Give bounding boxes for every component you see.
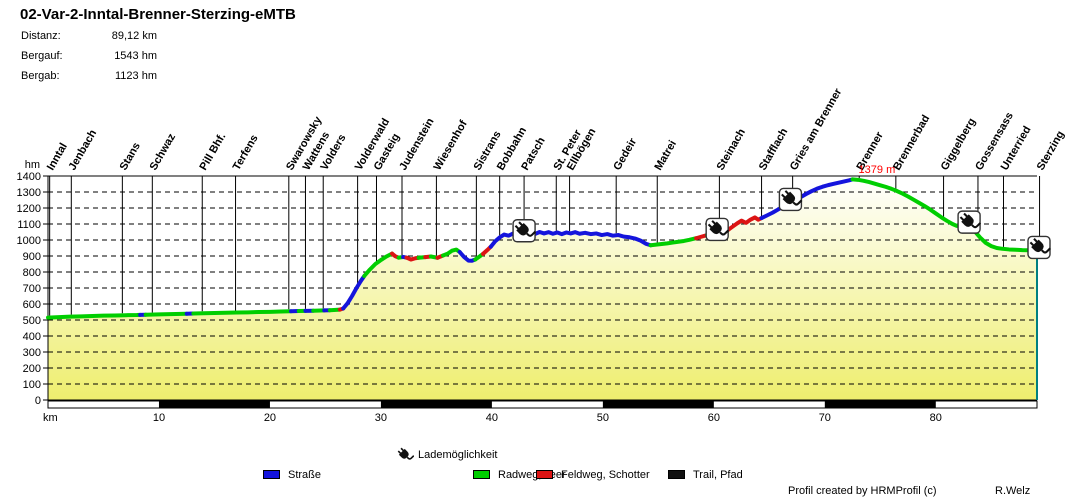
y-tick-label: 800 xyxy=(23,267,41,279)
y-tick-label: 1300 xyxy=(17,187,41,199)
place-label: Brennerbad xyxy=(891,113,932,172)
y-tick-label: 700 xyxy=(23,283,41,295)
stat-distance-label: Distanz: xyxy=(21,30,61,42)
place-label: Gedeir xyxy=(611,136,639,173)
legend-gravel-label: Feldweg, Schotter xyxy=(561,468,650,481)
place-label: Stans xyxy=(118,141,143,173)
x-tick-label: 30 xyxy=(375,412,387,424)
gravel-color-swatch xyxy=(536,470,553,479)
footer-credit: Profil created by HRMProfil (c) xyxy=(788,485,937,497)
y-tick-label: 1000 xyxy=(17,235,41,247)
bikepath-color-swatch xyxy=(473,470,490,479)
profile-segment-road xyxy=(457,250,478,263)
legend-item-gravel: Feldweg, Schotter xyxy=(536,468,650,481)
y-tick-label: 100 xyxy=(23,379,41,391)
x-axis-unit: km xyxy=(43,412,58,424)
elevation-profile-chart: 0 100 200 300 400 500 600 700 800 900 1000 1100 1200… xyxy=(17,86,1067,424)
charging-icon xyxy=(1027,234,1052,260)
stat-descent-label: Bergab: xyxy=(21,70,60,82)
stat-ascent-value: 1543 hm xyxy=(114,50,157,62)
place-label: Jenbach xyxy=(67,128,100,173)
x-tick-label: 60 xyxy=(708,412,720,424)
place-label: Terfens xyxy=(231,133,261,173)
x-tick-label: 10 xyxy=(153,412,165,424)
profile-segment-road xyxy=(759,177,855,221)
charging-icon xyxy=(957,209,982,234)
legend-charging-label: Lademöglichkeit xyxy=(418,449,498,461)
place-label: Giggelberg xyxy=(939,116,978,172)
x-tick-label: 20 xyxy=(264,412,276,424)
stat-distance-value: 89,12 km xyxy=(111,30,157,42)
legend-road-label: Straße xyxy=(288,468,322,481)
profile-segment-bike xyxy=(143,311,189,317)
place-label: Matrei xyxy=(652,138,679,172)
y-tick-label: 1200 xyxy=(17,203,41,215)
trail-color-swatch xyxy=(668,470,685,479)
place-label: Stafflach xyxy=(757,126,791,172)
page-title: 02-Var-2-Inntal-Brenner-Sterzing-eMTB xyxy=(20,6,296,23)
y-tick-label: 200 xyxy=(23,363,41,375)
y-axis-unit: hm xyxy=(25,159,40,171)
charging-icon xyxy=(512,217,537,243)
profile-segment-bike xyxy=(648,236,699,248)
place-label: Inntal xyxy=(45,141,70,172)
legend-item-road: Straße xyxy=(263,468,321,481)
y-tick-label: 900 xyxy=(23,251,41,263)
profile-segment-bike xyxy=(46,312,143,320)
scale-bar-black-segment xyxy=(824,401,936,408)
place-label: Schwaz xyxy=(148,131,179,172)
road-color-swatch xyxy=(263,470,280,479)
place-label: Wiesenhof xyxy=(432,118,470,172)
place-label: Pill Bhf. xyxy=(197,131,228,172)
scale-bar-black-segment xyxy=(380,401,492,408)
y-tick-label: 500 xyxy=(23,315,41,327)
x-tick-label: 40 xyxy=(486,412,498,424)
profile-segment-gravel xyxy=(726,215,764,232)
legend-item-trail: Trail, Pfad xyxy=(668,468,743,481)
charging-icon xyxy=(778,186,803,212)
charging-icon xyxy=(705,216,730,242)
footer-author: R.Welz xyxy=(995,485,1031,497)
stat-descent-value: 1123 hm xyxy=(115,70,157,82)
y-tick-label: 400 xyxy=(23,331,41,343)
y-tick-label: 0 xyxy=(35,395,41,407)
max-elevation-label: 1379 m xyxy=(859,164,896,176)
stat-ascent-label: Bergauf: xyxy=(21,50,63,62)
scale-bar xyxy=(47,400,1038,409)
place-label: Gries am Brenner xyxy=(788,86,845,173)
x-tick-label: 70 xyxy=(819,412,831,424)
place-label: Judenstein xyxy=(397,116,437,173)
y-tick-label: 600 xyxy=(23,299,41,311)
x-tick-label: 80 xyxy=(930,412,942,424)
elevation-area xyxy=(48,179,1037,400)
y-tick-label: 1100 xyxy=(17,219,41,231)
x-tick-label: 50 xyxy=(597,412,609,424)
scale-bar-black-segment xyxy=(158,401,270,408)
y-tick-label: 1400 xyxy=(17,171,41,183)
charging-plug-icon xyxy=(396,446,414,464)
profile-segment-bike xyxy=(362,251,395,278)
scale-bar-black-segment xyxy=(602,401,714,408)
legend-charging: Lademöglichkeit xyxy=(396,446,498,464)
profile-segment-bike xyxy=(441,247,462,258)
profile-segment-bike xyxy=(850,177,1039,253)
place-label: Sterzing xyxy=(1035,129,1067,173)
place-label: Steinach xyxy=(715,127,748,173)
profile-segment-road xyxy=(341,274,367,311)
profile-segment-bike xyxy=(191,309,294,316)
y-tick-label: 300 xyxy=(23,347,41,359)
legend-trail-label: Trail, Pfad xyxy=(693,468,743,481)
